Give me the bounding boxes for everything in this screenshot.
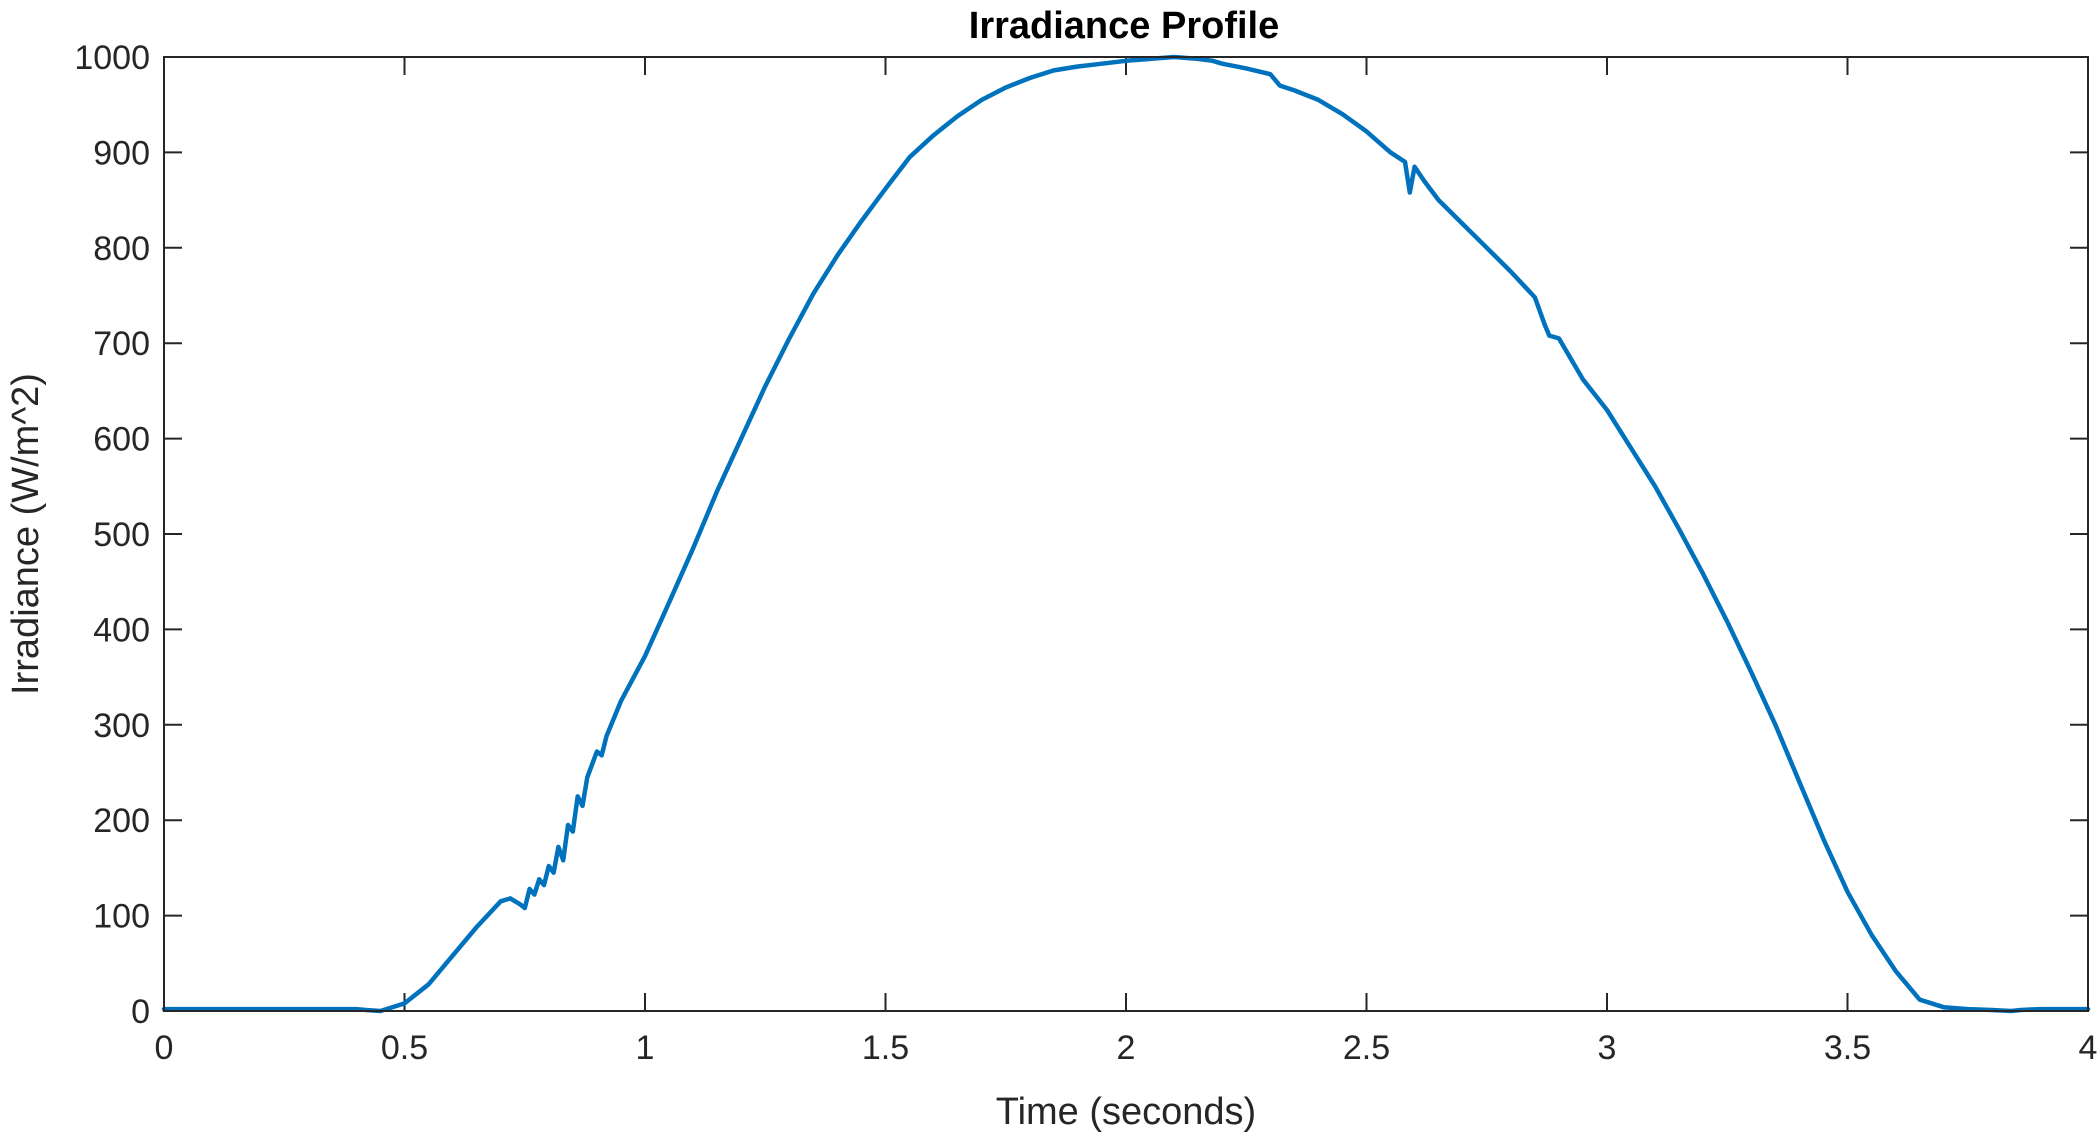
x-tick-label: 0.5: [381, 1029, 428, 1067]
y-axis-ticks: 0 100 200 300 400 500 600 700 800 900 1000: [74, 39, 2088, 1031]
y-tick-label: 400: [93, 611, 150, 649]
y-tick-label: 300: [93, 707, 150, 745]
y-tick-label: 0: [131, 993, 150, 1031]
y-tick-label: 900: [93, 134, 150, 172]
y-tick-label: 700: [93, 325, 150, 363]
y-axis-label: Irradiance (W/m^2): [5, 373, 47, 695]
x-tick-label: 3: [1598, 1029, 1617, 1067]
plot-area-frame: [163, 56, 2089, 1012]
y-tick-label: 800: [93, 230, 150, 268]
x-tick-label: 1: [636, 1029, 655, 1067]
y-tick-label: 100: [93, 898, 150, 936]
y-tick-label: 600: [93, 421, 150, 459]
chart-title: Irradiance Profile: [969, 5, 1279, 47]
y-tick-label: 200: [93, 802, 150, 840]
x-tick-label: 1.5: [862, 1029, 909, 1067]
x-tick-label: 0: [155, 1029, 174, 1067]
x-tick-label: 3.5: [1824, 1029, 1871, 1067]
y-tick-label: 500: [93, 516, 150, 554]
x-tick-label: 4: [2079, 1029, 2097, 1067]
series-line-irradiance: [161, 54, 2091, 1014]
series-layer: [161, 54, 2091, 1014]
x-axis-ticks: 0 0.5 1 1.5 2 2.5 3 3.5 4: [155, 57, 2097, 1067]
x-tick-label: 2: [1117, 1029, 1136, 1067]
x-tick-label: 2.5: [1343, 1029, 1390, 1067]
y-tick-label: 1000: [74, 39, 150, 77]
x-axis-label: Time (seconds): [996, 1091, 1256, 1133]
